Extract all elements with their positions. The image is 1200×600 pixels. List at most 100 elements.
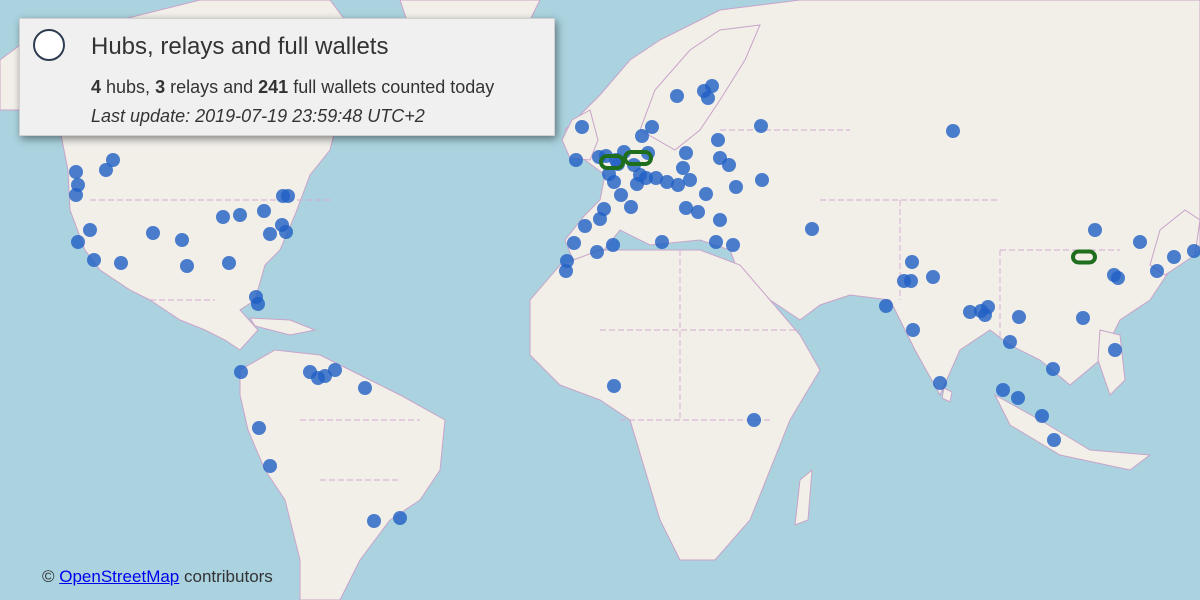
wallet-marker[interactable]: [590, 245, 604, 259]
wallet-marker[interactable]: [222, 256, 236, 270]
wallet-marker[interactable]: [679, 201, 693, 215]
wallet-marker[interactable]: [575, 120, 589, 134]
wallet-marker[interactable]: [1167, 250, 1181, 264]
wallet-marker[interactable]: [635, 129, 649, 143]
wallet-marker[interactable]: [1150, 264, 1164, 278]
wallet-marker[interactable]: [71, 235, 85, 249]
wallet-marker[interactable]: [679, 146, 693, 160]
wallet-marker[interactable]: [1076, 311, 1090, 325]
wallet-marker[interactable]: [216, 210, 230, 224]
wallet-marker[interactable]: [747, 413, 761, 427]
wallet-marker[interactable]: [106, 153, 120, 167]
relays-label: relays and: [165, 77, 259, 97]
wallet-marker[interactable]: [729, 180, 743, 194]
wallet-marker[interactable]: [1012, 310, 1026, 324]
wallet-marker[interactable]: [726, 238, 740, 252]
wallet-marker[interactable]: [578, 219, 592, 233]
wallet-marker[interactable]: [69, 188, 83, 202]
wallet-marker[interactable]: [252, 421, 266, 435]
wallet-marker[interactable]: [263, 227, 277, 241]
wallet-marker[interactable]: [649, 171, 663, 185]
wallet-marker[interactable]: [906, 323, 920, 337]
wallet-marker[interactable]: [711, 133, 725, 147]
hub-marker[interactable]: [599, 154, 625, 170]
wallet-marker[interactable]: [1046, 362, 1060, 376]
wallet-marker[interactable]: [699, 187, 713, 201]
wallet-marker[interactable]: [805, 222, 819, 236]
wallet-marker[interactable]: [701, 91, 715, 105]
map-attribution: © OpenStreetMap contributors: [42, 567, 273, 587]
wallet-marker[interactable]: [99, 163, 113, 177]
wallet-marker[interactable]: [996, 383, 1010, 397]
wallet-marker[interactable]: [1088, 223, 1102, 237]
wallet-marker[interactable]: [175, 233, 189, 247]
wallet-marker[interactable]: [676, 161, 690, 175]
wallet-marker[interactable]: [624, 200, 638, 214]
wallet-marker[interactable]: [1187, 244, 1200, 258]
wallet-marker[interactable]: [602, 167, 616, 181]
wallet-marker[interactable]: [683, 173, 697, 187]
wallet-marker[interactable]: [904, 274, 918, 288]
wallet-marker[interactable]: [981, 300, 995, 314]
wallet-marker[interactable]: [281, 189, 295, 203]
wallet-marker[interactable]: [1011, 391, 1025, 405]
openstreetmap-link[interactable]: OpenStreetMap: [59, 567, 180, 586]
wallet-marker[interactable]: [655, 235, 669, 249]
wallet-marker[interactable]: [606, 238, 620, 252]
wallet-marker[interactable]: [234, 365, 248, 379]
wallet-marker[interactable]: [713, 213, 727, 227]
wallet-marker[interactable]: [318, 369, 332, 383]
wallet-marker[interactable]: [1047, 433, 1061, 447]
wallet-marker[interactable]: [926, 270, 940, 284]
wallet-marker[interactable]: [279, 225, 293, 239]
land-africa: [529, 249, 821, 561]
wallet-marker[interactable]: [263, 459, 277, 473]
wallet-marker[interactable]: [614, 188, 628, 202]
wallet-marker[interactable]: [691, 205, 705, 219]
wallet-marker[interactable]: [146, 226, 160, 240]
wallet-marker[interactable]: [367, 514, 381, 528]
panel-title: Hubs, relays and full wallets: [91, 33, 389, 60]
wallet-marker[interactable]: [645, 120, 659, 134]
wallet-marker[interactable]: [639, 171, 653, 185]
wallet-marker[interactable]: [569, 153, 583, 167]
relays-count: 3: [155, 77, 166, 97]
wallet-marker[interactable]: [607, 379, 621, 393]
wallet-marker[interactable]: [257, 204, 271, 218]
wallet-marker[interactable]: [671, 178, 685, 192]
wallet-marker[interactable]: [660, 175, 674, 189]
wallet-marker[interactable]: [1108, 343, 1122, 357]
wallet-marker[interactable]: [722, 158, 736, 172]
legend-toggle-circle[interactable]: [33, 29, 65, 61]
wallet-marker[interactable]: [393, 511, 407, 525]
land-south-america: [239, 349, 446, 600]
wallet-marker[interactable]: [597, 202, 611, 216]
wallet-marker[interactable]: [1003, 335, 1017, 349]
wallet-marker[interactable]: [358, 381, 372, 395]
wallet-marker[interactable]: [114, 256, 128, 270]
wallet-marker[interactable]: [559, 264, 573, 278]
wallet-marker[interactable]: [87, 253, 101, 267]
hub-marker[interactable]: [623, 150, 653, 166]
wallet-marker[interactable]: [879, 299, 893, 313]
wallet-marker[interactable]: [233, 208, 247, 222]
wallet-marker[interactable]: [1111, 271, 1125, 285]
wallet-marker[interactable]: [83, 223, 97, 237]
wallet-marker[interactable]: [946, 124, 960, 138]
wallet-marker[interactable]: [905, 255, 919, 269]
wallet-marker[interactable]: [933, 376, 947, 390]
wallet-marker[interactable]: [705, 79, 719, 93]
wallet-marker[interactable]: [755, 173, 769, 187]
hub-marker[interactable]: [1071, 249, 1097, 265]
wallet-marker[interactable]: [963, 305, 977, 319]
wallet-marker[interactable]: [567, 236, 581, 250]
wallet-marker[interactable]: [709, 235, 723, 249]
wallet-marker[interactable]: [180, 259, 194, 273]
wallet-marker[interactable]: [69, 165, 83, 179]
wallet-marker[interactable]: [1035, 409, 1049, 423]
wallet-marker[interactable]: [754, 119, 768, 133]
wallet-marker[interactable]: [670, 89, 684, 103]
wallet-marker[interactable]: [1133, 235, 1147, 249]
land-indonesia: [993, 393, 1152, 471]
wallet-marker[interactable]: [251, 297, 265, 311]
